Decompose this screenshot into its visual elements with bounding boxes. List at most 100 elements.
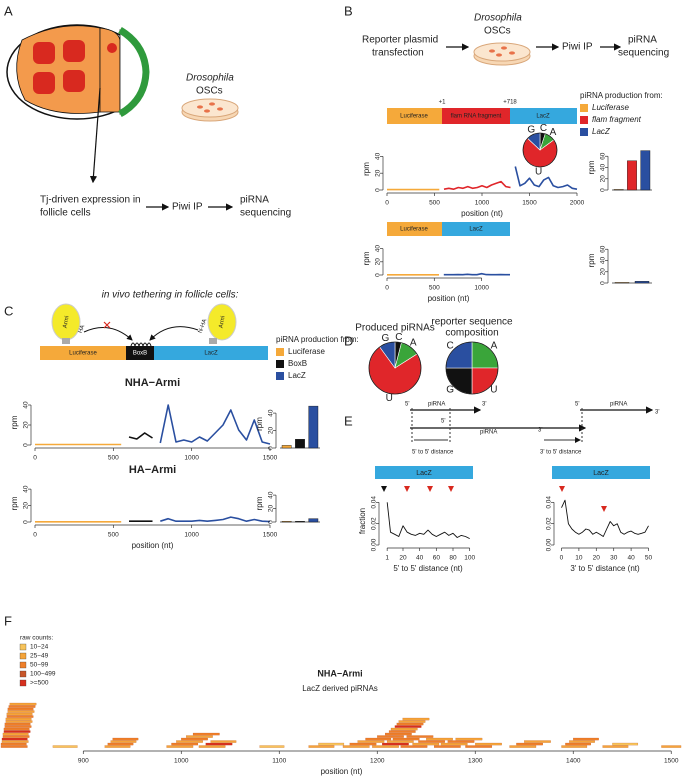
y-tick-label: 0.02 xyxy=(546,517,553,530)
y-tick-label: 20 xyxy=(375,169,382,177)
x-tick-label: 0 xyxy=(560,555,564,562)
read xyxy=(412,742,440,746)
step-text: Piwi IP xyxy=(562,42,593,53)
x-tick-label: 900 xyxy=(78,758,89,765)
bar xyxy=(281,521,292,523)
x-tick-label: 1000 xyxy=(184,532,199,539)
step-text: transfection xyxy=(372,48,424,59)
coverage-track xyxy=(160,516,271,523)
read xyxy=(447,740,475,743)
legend-swatch xyxy=(19,643,27,651)
y-axis-label: rpm xyxy=(255,417,264,431)
bar xyxy=(295,521,305,523)
coverage-track xyxy=(514,166,578,190)
read xyxy=(516,742,543,746)
read xyxy=(382,742,409,746)
protein-label: Armi xyxy=(63,316,71,329)
read xyxy=(210,740,237,743)
panel-label: B xyxy=(344,3,353,18)
read xyxy=(396,722,424,726)
read xyxy=(171,742,199,746)
x-tick-label: 30 xyxy=(610,555,618,562)
legend-label: LacZ xyxy=(288,371,306,380)
y-tick-label: 20 xyxy=(23,502,30,510)
step-text: Tj-driven expression in xyxy=(40,195,141,206)
protein-label: N-HA xyxy=(198,318,209,334)
read xyxy=(259,745,285,748)
x-tick-label: 40 xyxy=(627,555,635,562)
lacz-box xyxy=(375,466,473,479)
x-tick-label: 0 xyxy=(33,455,37,462)
bar xyxy=(634,281,650,284)
end-label: 3' xyxy=(482,402,486,408)
data-line xyxy=(386,502,470,540)
distance-label: 3' to 5' distance xyxy=(540,450,582,456)
x-tick-label: 10 xyxy=(575,555,583,562)
x-tick-label: 1500 xyxy=(263,532,278,539)
pie-label: U xyxy=(386,393,393,404)
y-axis-label: rpm xyxy=(10,496,19,510)
y-tick-label: 40 xyxy=(375,245,382,253)
legend-swatch xyxy=(580,104,588,112)
construct: Luciferase flam RNA fragment LacZ +1 +71… xyxy=(387,100,577,124)
read xyxy=(318,742,345,746)
legend-title: piRNA production from: xyxy=(580,91,663,100)
read xyxy=(192,732,220,736)
read xyxy=(1,737,28,741)
legend-swatch xyxy=(19,661,27,669)
read xyxy=(569,740,595,743)
arrow xyxy=(89,87,101,184)
step-text: sequencing xyxy=(618,48,669,59)
y-tick-label: 0.02 xyxy=(371,517,378,530)
x-tick-label: 500 xyxy=(429,200,440,207)
read xyxy=(372,745,399,748)
bar xyxy=(640,150,651,191)
species: Drosophila xyxy=(186,73,234,84)
y-axis-label: rpm xyxy=(587,160,596,174)
coverage-track xyxy=(443,180,511,190)
x-tick-label: 500 xyxy=(108,532,119,539)
read xyxy=(357,740,385,743)
y-tick-label: 0.00 xyxy=(371,538,378,551)
read xyxy=(52,745,78,748)
construct-label: flam RNA fragment xyxy=(451,114,502,120)
construct-label: BoxB xyxy=(133,351,147,357)
read xyxy=(565,742,591,746)
end-label: 5' xyxy=(405,402,409,408)
x-axis-label: 5' to 5' distance (nt) xyxy=(393,564,463,573)
y-tick-label: 0 xyxy=(23,520,30,524)
read xyxy=(392,737,420,741)
read xyxy=(342,745,370,748)
read xyxy=(0,745,28,748)
y-tick-label: 0 xyxy=(600,281,607,285)
read xyxy=(4,722,31,726)
x-tick-label: 1500 xyxy=(522,200,537,207)
coverage-track xyxy=(443,272,510,276)
pie-label: A xyxy=(550,127,557,138)
y-tick-label: 0.04 xyxy=(546,496,553,509)
read xyxy=(426,737,453,741)
y-tick-label: 20 xyxy=(23,421,30,429)
panel-label: A xyxy=(4,3,13,18)
read xyxy=(349,742,377,746)
y-axis-label: rpm xyxy=(362,162,371,176)
x-axis-label: position (nt) xyxy=(428,294,470,303)
read xyxy=(455,737,483,741)
distance-diagram: 5' piRNA 3' 5' piRNA 3' 5' piRNA 3' 5' t… xyxy=(405,402,659,456)
pie-label: U xyxy=(535,167,542,178)
box-label: LacZ xyxy=(593,470,609,477)
chart-title: NHA−Armi xyxy=(125,377,180,389)
legend-swatch xyxy=(276,348,284,356)
x-tick-label: 20 xyxy=(399,555,407,562)
x-tick-label: 1200 xyxy=(370,758,385,765)
construct: Luciferase LacZ xyxy=(387,222,510,236)
read xyxy=(388,730,416,733)
bar xyxy=(308,518,319,523)
x-tick-label: 0 xyxy=(385,285,389,292)
y-tick-label: 40 xyxy=(600,257,607,265)
step-text: piRNA xyxy=(240,195,269,206)
y-tick-label: 0.04 xyxy=(371,496,378,509)
read xyxy=(5,717,32,721)
species: Drosophila xyxy=(474,13,522,24)
